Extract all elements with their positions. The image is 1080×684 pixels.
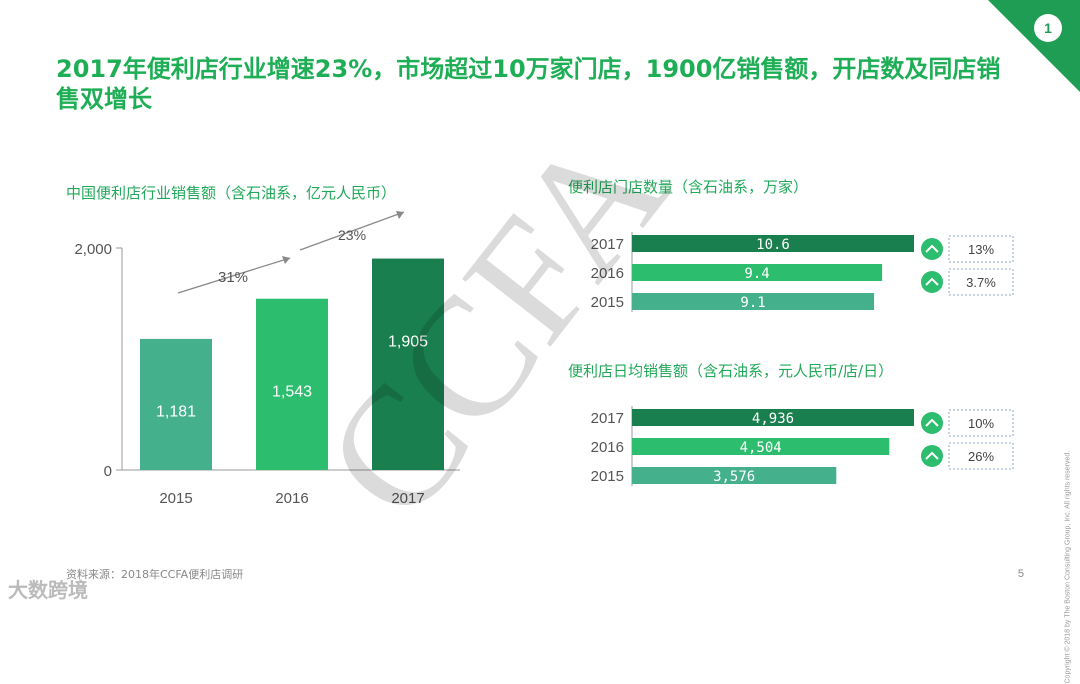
growth-box — [948, 409, 1014, 437]
growth-label-2017: 23% — [338, 227, 366, 243]
up-chevron-icon — [921, 271, 943, 293]
corner-decoration — [988, 0, 1080, 92]
sales-bar-2017 — [372, 258, 444, 470]
sales-category-label: 2017 — [391, 490, 424, 507]
source-note: 资料来源：2018年CCFA便利店调研 — [66, 568, 244, 581]
up-chevron-icon — [921, 445, 943, 467]
daily-bars-bar-2016 — [632, 438, 890, 455]
daily-bars-value-label: 4,936 — [752, 411, 794, 427]
sales-category-label: 2016 — [275, 490, 308, 507]
stores-bars-bar-2017 — [632, 235, 914, 252]
daily-bars-bar-2017 — [632, 409, 914, 426]
growth-box — [948, 235, 1014, 263]
sales-value-label: 1,905 — [388, 333, 428, 350]
up-chevron-icon-glyph — [925, 244, 939, 253]
daily-bars-category-label: 2017 — [591, 410, 624, 427]
sales-y-tick-min: 0 — [104, 463, 112, 480]
up-chevron-icon — [921, 238, 943, 260]
stores-bars-value-label: 9.1 — [740, 295, 765, 311]
sales-value-label: 1,181 — [156, 403, 196, 420]
stores-bars-value-label: 10.6 — [756, 237, 790, 253]
daily-sales-chart-title: 便利店日均销售额（含石油系，元人民币/店/日） — [568, 362, 894, 380]
daily-bars-category-label: 2015 — [591, 468, 624, 485]
stores-bars-category-label: 2017 — [591, 236, 624, 253]
stores-bars-bar-2015 — [632, 293, 875, 310]
growth-arrow-2-head — [396, 211, 404, 219]
growth-box-label: 26% — [968, 449, 994, 464]
stores-chart-title: 便利店门店数量（含石油系，万家） — [568, 178, 809, 196]
growth-box-label: 10% — [968, 416, 994, 431]
up-chevron-icon-glyph — [925, 451, 939, 460]
stores-bars-category-label: 2016 — [591, 265, 624, 282]
sales-chart-title: 中国便利店行业销售额（含石油系，亿元人民币） — [66, 184, 397, 202]
sales-y-tick-max: 2,000 — [74, 241, 112, 258]
page-badge: 1 — [1034, 14, 1062, 42]
growth-box — [948, 268, 1014, 296]
sales-value-label: 1,543 — [272, 383, 312, 400]
ccfa-watermark: CCFA — [288, 97, 702, 553]
daily-bars-value-label: 3,576 — [713, 469, 755, 485]
stores-bars-bar-2016 — [632, 264, 883, 281]
stores-bars-value-label: 9.4 — [744, 266, 769, 282]
up-chevron-icon-glyph — [925, 418, 939, 427]
daily-bars-category-label: 2016 — [591, 439, 624, 456]
up-chevron-icon-glyph — [925, 277, 939, 286]
logo-watermark: 大数跨境 — [8, 578, 88, 602]
stores-bars-category-label: 2015 — [591, 294, 624, 311]
growth-box-label: 3.7% — [966, 275, 996, 290]
page-title: 2017年便利店行业增速23%，市场超过10万家门店，1900亿销售额，开店数及… — [56, 55, 1001, 113]
daily-bars-bar-2015 — [632, 467, 837, 484]
growth-arrow-1-head — [282, 256, 290, 264]
sales-bar-2015 — [140, 338, 212, 470]
growth-arrow-2 — [299, 211, 405, 251]
growth-box-label: 13% — [968, 242, 994, 257]
growth-arrow-1 — [177, 257, 291, 294]
daily-bars-value-label: 4,504 — [740, 440, 782, 456]
page-number: 5 — [1017, 568, 1024, 580]
growth-box — [948, 442, 1014, 470]
growth-label-2016: 31% — [218, 269, 248, 286]
up-chevron-icon — [921, 412, 943, 434]
sales-category-label: 2015 — [159, 490, 192, 507]
sales-bar-2016 — [256, 298, 328, 470]
copyright-note: Copyright © 2018 by The Boston Consultin… — [1064, 450, 1072, 684]
